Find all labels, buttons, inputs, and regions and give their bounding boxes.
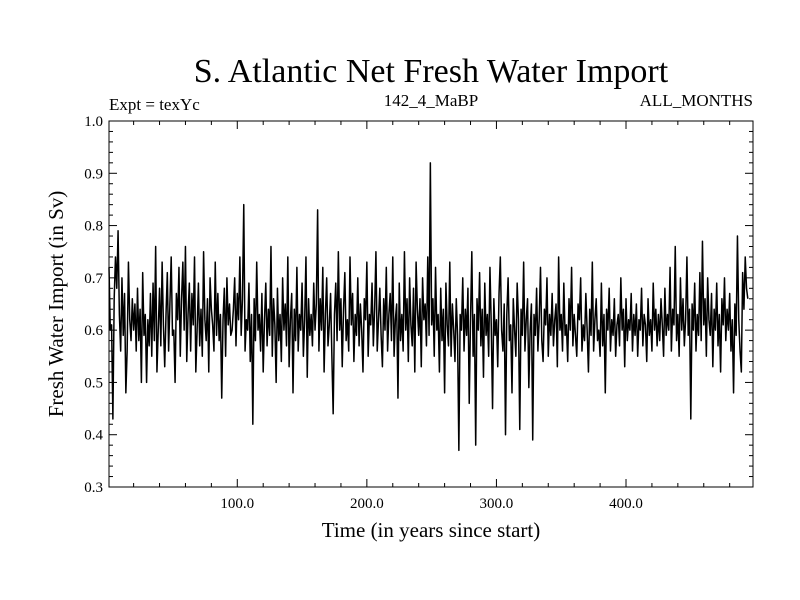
x-tick-label: 300.0	[480, 496, 514, 512]
y-tick-label: 0.8	[84, 219, 103, 235]
y-tick-label: 0.6	[84, 323, 103, 339]
x-tick-label: 200.0	[350, 496, 384, 512]
y-tick-label: 0.9	[84, 166, 103, 182]
y-tick-label: 1.0	[84, 114, 103, 130]
y-tick-label: 0.3	[84, 480, 103, 496]
y-tick-labels: 0.3 0.4 0.5 0.6 0.7 0.8 0.9 1.0	[84, 114, 103, 496]
experiment-label: Expt = texYc	[109, 95, 200, 114]
x-tick-label: 400.0	[609, 496, 643, 512]
y-tick-label: 0.4	[84, 428, 103, 444]
months-label: ALL_MONTHS	[640, 91, 753, 110]
x-tick-label: 100.0	[220, 496, 254, 512]
y-tick-label: 0.7	[84, 271, 103, 287]
x-tick-labels: 100.0 200.0 300.0 400.0	[220, 496, 642, 512]
chart-title: S. Atlantic Net Fresh Water Import	[194, 53, 669, 90]
y-axis-label: Fresh Water Import (in Sv)	[44, 191, 68, 418]
series-line	[108, 162, 749, 452]
y-tick-label: 0.5	[84, 375, 103, 391]
plot-frame	[108, 120, 754, 488]
period-label: 142_4_MaBP	[384, 91, 478, 110]
x-axis-label: Time (in years since start)	[322, 518, 541, 542]
